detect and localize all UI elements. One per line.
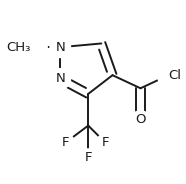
Circle shape <box>80 149 97 166</box>
Text: N: N <box>55 72 65 85</box>
Circle shape <box>14 30 47 64</box>
Text: F: F <box>84 151 92 164</box>
Text: CH₃: CH₃ <box>6 41 30 54</box>
Circle shape <box>97 134 113 151</box>
Text: F: F <box>62 136 70 149</box>
Text: N: N <box>55 41 65 54</box>
Circle shape <box>131 111 150 129</box>
Text: O: O <box>135 114 146 126</box>
Circle shape <box>50 69 70 89</box>
Circle shape <box>50 37 70 57</box>
Text: F: F <box>101 136 109 149</box>
Circle shape <box>57 134 74 151</box>
Circle shape <box>157 64 180 86</box>
Text: Cl: Cl <box>169 69 182 82</box>
